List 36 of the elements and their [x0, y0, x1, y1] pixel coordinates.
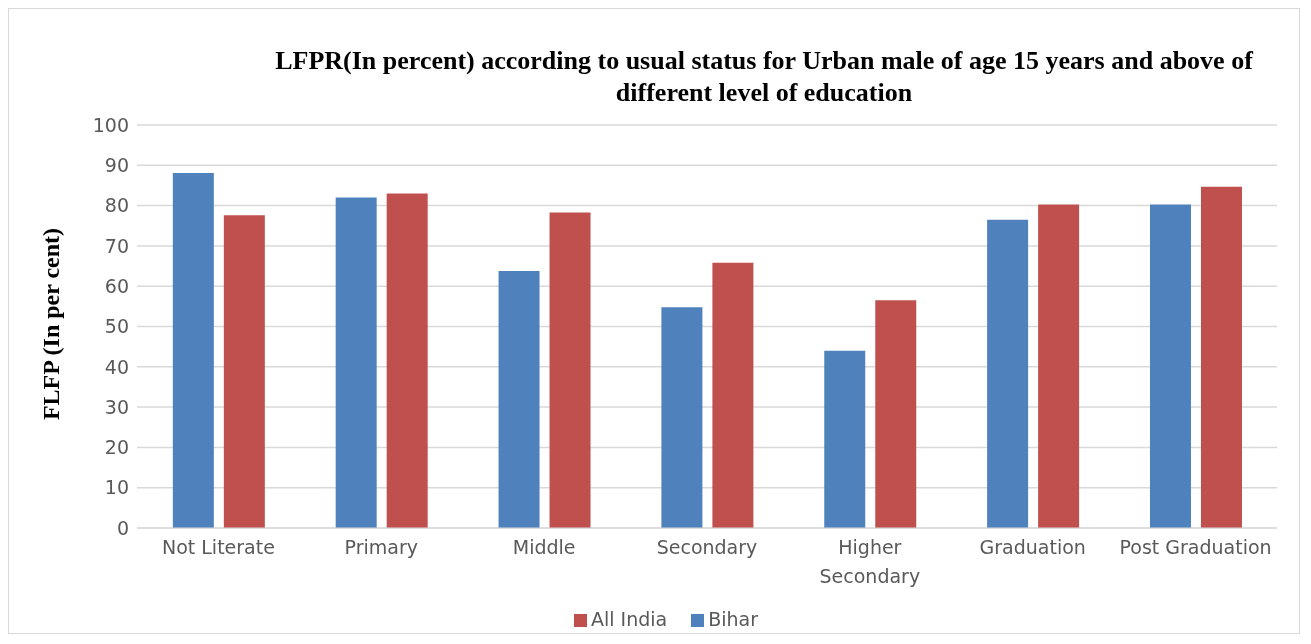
x-tick-label: Higher Secondary	[819, 536, 921, 587]
y-tick-label: 40	[104, 355, 129, 378]
bar	[875, 300, 917, 528]
y-tick-label: 20	[104, 436, 129, 459]
bar	[386, 193, 428, 528]
bar	[661, 307, 703, 528]
y-tick-label: 80	[104, 194, 129, 217]
legend-label: All India	[590, 608, 668, 630]
bar	[824, 350, 866, 528]
chart-title: LFPR(In percent) according to usual status for Urban male of age 15 years and above of different level of education	[274, 45, 1255, 109]
y-tick-label: 100	[92, 113, 129, 136]
x-tick-label: Graduation	[979, 536, 1086, 558]
bar	[223, 215, 265, 528]
x-tick-label: Post Graduation	[1119, 536, 1272, 558]
y-tick-label: 50	[104, 315, 129, 338]
bar	[1149, 204, 1191, 528]
x-tick-label: Primary	[344, 536, 418, 558]
y-axis-title: FLFP (In per cent)	[37, 227, 65, 421]
y-tick-label: 30	[104, 395, 129, 418]
bar	[172, 172, 214, 528]
y-tick-label: 60	[104, 274, 129, 297]
y-tick-label: 70	[104, 234, 129, 257]
legend-label: Bihar	[708, 608, 759, 630]
bar	[987, 219, 1029, 528]
x-tick-label: Not Literate	[161, 536, 275, 558]
bar	[549, 212, 591, 528]
x-tick-label: Secondary	[656, 536, 758, 558]
bar	[1038, 204, 1080, 528]
bar	[1200, 186, 1242, 528]
bar	[498, 270, 540, 528]
y-tick-label: 90	[104, 154, 129, 177]
y-tick-label: 10	[104, 476, 129, 499]
x-tick-label: Middle	[512, 536, 576, 558]
bar	[335, 197, 377, 528]
y-tick-label: 0	[116, 516, 129, 539]
bar	[712, 262, 754, 528]
